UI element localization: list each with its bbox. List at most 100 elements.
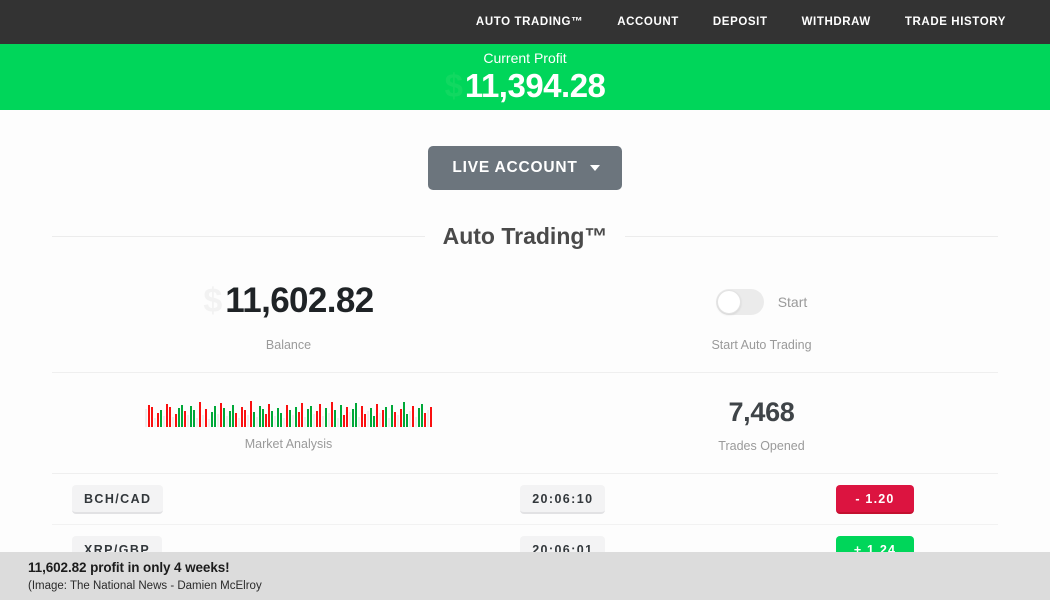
market-analysis-bar: [340, 405, 342, 427]
trade-pair-cell: BCH/CAD: [52, 484, 374, 514]
nav-item-trade-history[interactable]: TRADE HISTORY: [904, 16, 1006, 28]
current-profit-value-group: $ 11,394.28: [445, 67, 606, 105]
market-analysis-bar: [160, 410, 162, 427]
market-analysis-bar: [199, 402, 201, 427]
balance-stat: $ 11,602.82 Balance: [52, 254, 525, 372]
caret-down-icon: [589, 165, 600, 171]
market-analysis-bar: [316, 411, 318, 427]
divider-right: [625, 236, 999, 237]
market-analysis-bar: [151, 407, 153, 427]
market-analysis-bar: [325, 408, 327, 427]
market-analysis-bar: [337, 418, 339, 427]
balance-value: 11,602.82: [225, 281, 374, 320]
market-analysis-bar: [409, 411, 411, 427]
market-analysis-bar: [415, 417, 417, 427]
market-analysis-bar: [205, 409, 207, 427]
market-analysis-bar: [238, 418, 240, 427]
caption-credit: (Image: The National News - Damien McElr…: [28, 580, 262, 592]
market-analysis-bar: [331, 402, 333, 427]
market-analysis-bar: [388, 418, 390, 427]
toggle-knob[interactable]: [716, 290, 741, 314]
market-analysis-bar: [430, 407, 432, 427]
stats-row-balance: $ 11,602.82 Balance Start Start Auto Tra…: [52, 254, 998, 373]
market-analysis-bar: [424, 413, 426, 427]
market-analysis-bar: [298, 412, 300, 427]
trade-pair-badge: BCH/CAD: [72, 484, 164, 514]
market-analysis-bar: [391, 405, 393, 427]
market-analysis-bar: [400, 409, 402, 427]
market-analysis-bar: [355, 403, 357, 427]
market-analysis-bar: [193, 410, 195, 427]
market-analysis-bar: [304, 417, 306, 427]
market-analysis-bar: [301, 403, 303, 427]
market-analysis-bar: [361, 406, 363, 427]
nav-item-deposit[interactable]: DEPOSIT: [712, 16, 768, 28]
market-analysis-bar: [406, 414, 408, 427]
market-analysis-bar: [220, 403, 222, 427]
market-analysis-bar: [379, 413, 381, 427]
market-analysis-bar: [295, 407, 297, 427]
market-analysis-bar: [184, 411, 186, 427]
nav-item-withdraw[interactable]: WITHDRAW: [801, 16, 871, 28]
market-analysis-bar: [268, 404, 270, 427]
market-analysis-bar: [427, 410, 429, 427]
market-analysis-bar: [286, 405, 288, 427]
live-account-label: LIVE ACCOUNT: [452, 159, 578, 176]
auto-trading-caption: Start Auto Trading: [711, 338, 812, 352]
market-analysis-bar: [229, 411, 231, 427]
market-analysis-bar: [274, 416, 276, 427]
market-analysis-bar: [154, 418, 156, 427]
market-analysis-bar: [373, 416, 375, 427]
nav-item-auto-trading[interactable]: AUTO TRADING™: [475, 16, 584, 28]
balance-value-group: $ 11,602.82: [203, 280, 374, 324]
trade-time-badge: 20:06:10: [520, 484, 606, 514]
panel-heading: Auto Trading™: [52, 223, 999, 250]
market-analysis-bar: [271, 411, 273, 427]
market-analysis-bar: [244, 410, 246, 427]
market-analysis-bar: [343, 415, 345, 427]
market-analysis-bar: [190, 406, 192, 427]
market-analysis-bar: [226, 416, 228, 427]
market-analysis-caption: Market Analysis: [244, 437, 333, 451]
market-analysis-bar: [283, 418, 285, 427]
market-analysis-bar: [208, 419, 210, 427]
market-analysis-bar: [280, 413, 282, 427]
market-analysis-bar: [277, 408, 279, 427]
market-analysis-bar: [145, 409, 147, 427]
market-analysis-bar: [349, 412, 351, 427]
market-analysis-bar: [217, 414, 219, 427]
market-analysis-chart: [145, 395, 432, 427]
auto-trading-panel: Auto Trading™ $ 11,602.82 Balance Start: [52, 190, 999, 576]
live-account-dropdown[interactable]: LIVE ACCOUNT: [428, 146, 622, 190]
status-badge: - 1.20: [835, 484, 914, 514]
market-analysis-bar: [241, 407, 243, 427]
trades-opened-stat: 7,468 Trades Opened: [525, 373, 998, 473]
market-analysis-bar: [196, 418, 198, 427]
page-title: Auto Trading™: [442, 223, 608, 249]
table-row[interactable]: BCH/CAD 20:06:10 - 1.20: [52, 474, 998, 525]
trade-time-cell: 20:06:10: [374, 484, 752, 514]
caption-title: 11,602.82 profit in only 4 weeks!: [28, 560, 230, 575]
market-analysis-bar: [259, 406, 261, 427]
top-navbar: AUTO TRADING™ ACCOUNT DEPOSIT WITHDRAW T…: [0, 0, 1050, 44]
market-analysis-bar: [412, 406, 414, 427]
market-analysis-bar: [202, 415, 204, 427]
current-profit-value: 11,394.28: [464, 66, 606, 104]
market-analysis-bar: [175, 414, 177, 427]
market-analysis-bar: [376, 404, 378, 427]
market-analysis-bar: [352, 409, 354, 427]
market-analysis-bar: [214, 406, 216, 427]
currency-symbol: $: [444, 66, 463, 104]
nav-item-account[interactable]: ACCOUNT: [617, 16, 679, 28]
market-analysis-bar: [262, 409, 264, 427]
stats-row-market: Market Analysis 7,468 Trades Opened: [52, 373, 998, 474]
market-analysis-bar: [157, 413, 159, 427]
market-analysis-bar: [187, 415, 189, 427]
toggle-group: Start: [715, 280, 807, 324]
market-analysis-bar: [223, 408, 225, 427]
market-analysis-bar: [385, 407, 387, 427]
auto-trading-toggle[interactable]: [715, 289, 764, 315]
market-analysis-bar: [364, 414, 366, 427]
market-analysis-bar: [346, 407, 348, 427]
